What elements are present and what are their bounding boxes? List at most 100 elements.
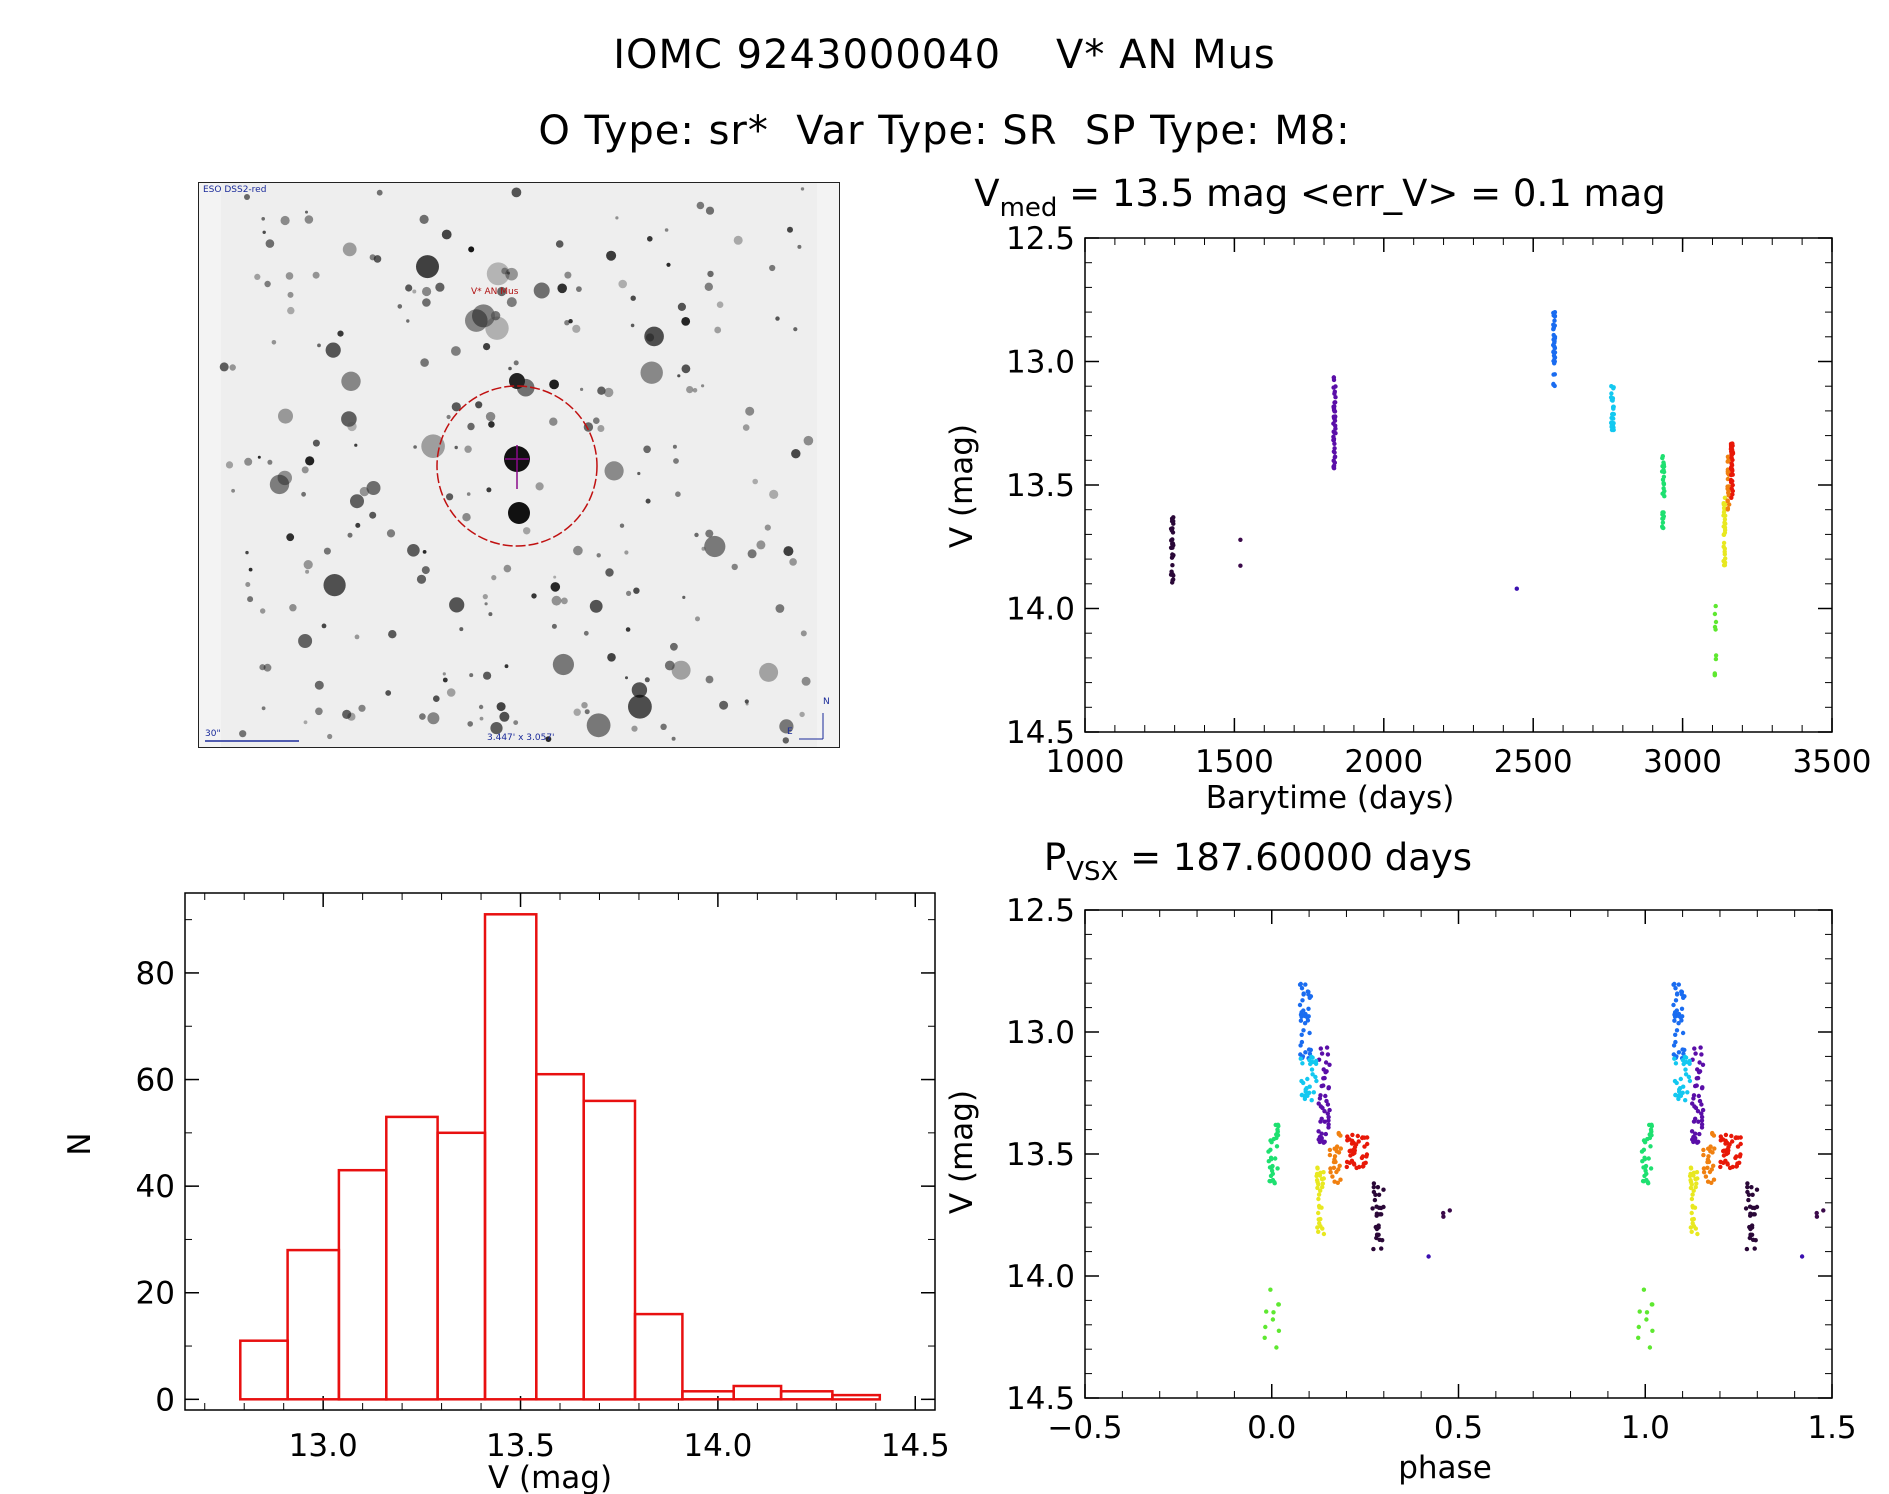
data-point	[1821, 1208, 1826, 1213]
data-point	[1318, 1224, 1323, 1229]
data-point	[1301, 1080, 1306, 1086]
star	[354, 443, 358, 447]
data-point	[1695, 1176, 1700, 1181]
star	[420, 358, 429, 367]
data-point	[1688, 1165, 1694, 1170]
data-point	[1729, 465, 1734, 470]
data-point	[1360, 1135, 1365, 1141]
data-point	[1552, 313, 1558, 319]
data-point	[1275, 1122, 1281, 1128]
data-point	[1322, 1139, 1327, 1145]
data-point	[1636, 1335, 1641, 1341]
data-point	[1650, 1302, 1655, 1307]
star	[422, 286, 432, 297]
data-point	[1728, 446, 1734, 452]
data-point	[1726, 456, 1731, 462]
data-point	[1373, 1224, 1379, 1230]
data-point	[1327, 1147, 1333, 1153]
data-point	[1730, 450, 1736, 455]
star	[615, 216, 619, 220]
data-point	[1352, 1148, 1358, 1153]
star	[523, 527, 531, 535]
data-point	[1552, 344, 1557, 349]
data-point	[1722, 520, 1727, 525]
data-point	[1316, 1101, 1321, 1106]
star	[229, 364, 236, 371]
data-point	[1300, 998, 1305, 1003]
data-point	[1313, 1060, 1318, 1065]
data-point	[1683, 1059, 1689, 1065]
histogram-bar	[385, 1115, 439, 1401]
data-point	[1662, 488, 1667, 494]
star	[625, 627, 631, 632]
data-point	[1332, 446, 1337, 451]
data-point	[1672, 1078, 1678, 1084]
data-point	[1683, 1098, 1688, 1103]
data-point	[1310, 1059, 1315, 1065]
data-point	[1331, 434, 1336, 439]
data-point	[1551, 358, 1556, 364]
data-point	[1718, 1134, 1724, 1139]
survey-label: ESO DSS2-red	[203, 185, 267, 195]
data-point	[1170, 530, 1176, 535]
data-point	[1720, 1137, 1726, 1142]
data-point	[1692, 1104, 1697, 1109]
data-point	[1641, 1179, 1647, 1184]
data-point	[1305, 1015, 1310, 1020]
data-point	[1690, 1205, 1696, 1210]
data-point	[1733, 1135, 1739, 1140]
data-point	[1699, 1052, 1704, 1057]
data-point	[1673, 1032, 1678, 1038]
data-point	[1713, 619, 1719, 625]
data-point	[1661, 480, 1666, 486]
data-point	[1637, 1309, 1642, 1314]
data-point	[1683, 1055, 1689, 1060]
data-point	[1799, 1254, 1805, 1259]
data-point	[1324, 1069, 1329, 1074]
data-point	[1646, 1156, 1651, 1161]
star	[604, 461, 624, 481]
star	[745, 406, 755, 416]
star	[625, 676, 628, 680]
histogram-xlabel: V (mag)	[488, 1460, 612, 1494]
star	[606, 250, 617, 261]
data-point	[1169, 569, 1174, 574]
star	[484, 602, 488, 606]
star	[759, 662, 779, 682]
data-point	[1648, 1166, 1654, 1171]
star	[350, 494, 364, 509]
data-point	[1307, 1084, 1312, 1089]
data-point	[1306, 989, 1311, 995]
star	[596, 553, 601, 558]
data-point	[1696, 1093, 1702, 1099]
data-point	[1721, 558, 1726, 564]
data-point	[1309, 1054, 1314, 1060]
data-point	[1305, 989, 1311, 994]
data-point	[1297, 982, 1303, 987]
data-point	[1705, 1157, 1711, 1162]
data-point	[1662, 494, 1667, 499]
data-point	[1170, 578, 1175, 583]
data-point	[1171, 573, 1176, 578]
data-point	[1299, 1055, 1305, 1061]
data-point	[1610, 404, 1616, 410]
star	[485, 316, 509, 340]
data-point	[1650, 1328, 1655, 1334]
data-point	[1722, 521, 1728, 527]
star	[262, 230, 266, 234]
data-point	[1327, 1062, 1332, 1068]
data-point	[1676, 1096, 1681, 1102]
data-point	[1273, 1156, 1278, 1161]
data-point	[1725, 471, 1731, 476]
data-point	[1344, 1164, 1350, 1170]
data-point	[1661, 516, 1666, 521]
target-label: V* AN Mus	[471, 287, 519, 297]
data-point	[1354, 1165, 1359, 1171]
data-point	[1315, 1225, 1320, 1230]
star	[267, 459, 273, 465]
data-point	[1730, 441, 1735, 446]
data-point	[1721, 505, 1727, 511]
data-point	[1707, 1146, 1712, 1151]
data-point	[1661, 464, 1666, 469]
y-tick-label: 13.0	[1006, 345, 1075, 381]
